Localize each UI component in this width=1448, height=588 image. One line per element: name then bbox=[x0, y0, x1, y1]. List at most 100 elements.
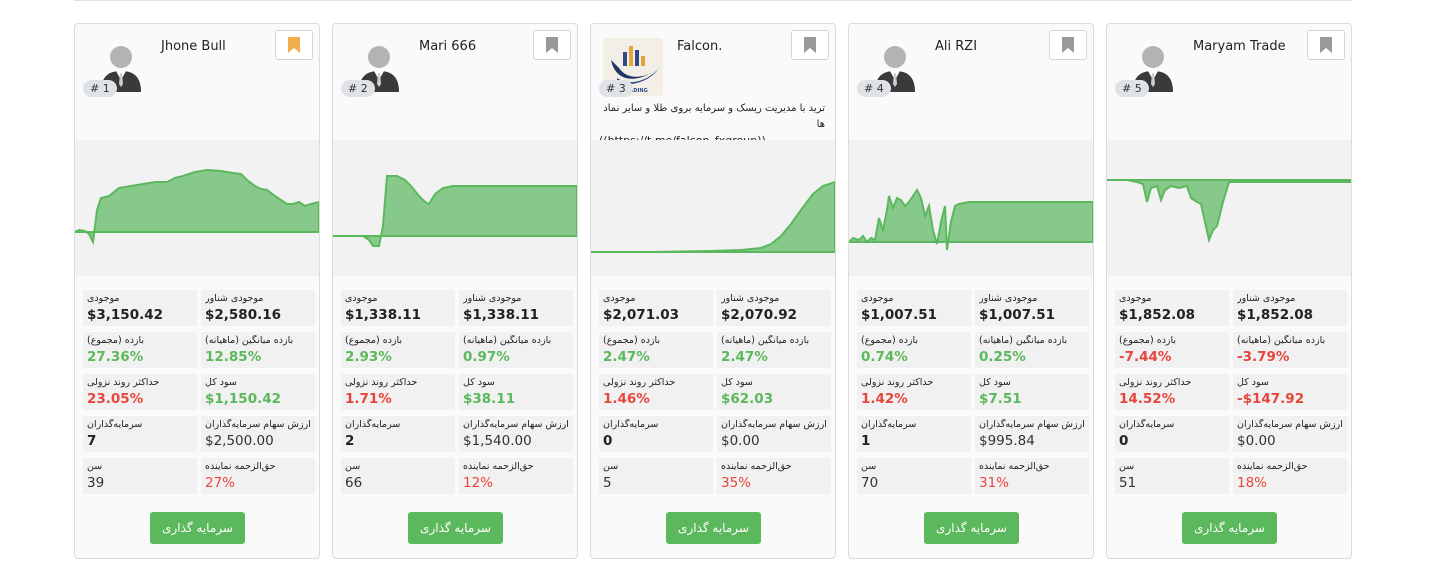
stat-max-drawdown: حداکثر روند نزولی 14.52% bbox=[1115, 374, 1229, 410]
person-avatar-icon bbox=[1133, 46, 1173, 92]
invest-button[interactable]: سرمایه گذاری bbox=[666, 512, 761, 544]
stat-value: $38.11 bbox=[463, 391, 516, 407]
stat-label: سود کل bbox=[1237, 377, 1269, 388]
stat-value: $1,007.51 bbox=[979, 307, 1056, 323]
stat-investors: سرمایه‌گذاران 0 bbox=[1115, 416, 1229, 452]
stat-value: 27.36% bbox=[87, 349, 144, 365]
stat-equity: موجودی شناور $1,338.11 bbox=[459, 290, 573, 326]
trader-card: # 1 Jhone Bull موجودی $3,150.42 موجودی شن… bbox=[74, 23, 320, 559]
stat-value: 23.05% bbox=[87, 391, 144, 407]
stat-value: $2,071.03 bbox=[603, 307, 680, 323]
stat-value: 27% bbox=[205, 475, 236, 491]
stat-investors: سرمایه‌گذاران 2 bbox=[341, 416, 455, 452]
stat-value: 2.47% bbox=[603, 349, 650, 365]
stat-fee: حق‌الزحمه نماینده 27% bbox=[201, 458, 315, 494]
trader-name[interactable]: Falcon. bbox=[677, 39, 723, 54]
stat-investor-shares: ارزش سهام سرمایه‌گذاران $995.84 bbox=[975, 416, 1089, 452]
rank-badge: # 1 bbox=[83, 80, 117, 97]
stat-label: بازده (مجموع) bbox=[861, 335, 919, 346]
stat-return-monthly: بازده میانگین (ماهیانه) -3.79% bbox=[1233, 332, 1347, 368]
invest-button[interactable]: سرمایه گذاری bbox=[924, 512, 1019, 544]
stat-total-profit: سود کل $7.51 bbox=[975, 374, 1089, 410]
stat-label: بازده (مجموع) bbox=[87, 335, 145, 346]
equity-chart bbox=[75, 140, 319, 276]
stat-value: 39 bbox=[87, 475, 105, 491]
stat-label: سود کل bbox=[721, 377, 753, 388]
stat-label: حداکثر روند نزولی bbox=[861, 377, 934, 388]
invest-button[interactable]: سرمایه گذاری bbox=[1182, 512, 1277, 544]
stat-value: 7 bbox=[87, 433, 97, 449]
stat-value: 1.71% bbox=[345, 391, 392, 407]
stat-label: موجودی شناور bbox=[205, 293, 264, 304]
bookmark-button[interactable] bbox=[533, 30, 571, 60]
stat-label: سرمایه‌گذاران bbox=[1119, 419, 1175, 430]
stat-value: -$147.92 bbox=[1237, 391, 1305, 407]
stat-value: 35% bbox=[721, 475, 752, 491]
invest-button[interactable]: سرمایه گذاری bbox=[408, 512, 503, 544]
stat-label: سود کل bbox=[463, 377, 495, 388]
stat-value: 70 bbox=[861, 475, 879, 491]
stat-label: موجودی شناور bbox=[463, 293, 522, 304]
trader-card: TRADING # 3 Falcon. ترید با مدیریت ریسک … bbox=[590, 23, 836, 559]
stat-fee: حق‌الزحمه نماینده 18% bbox=[1233, 458, 1347, 494]
stat-label: موجودی شناور bbox=[721, 293, 780, 304]
stat-value: 5 bbox=[603, 475, 612, 491]
trader-name[interactable]: Jhone Bull bbox=[161, 39, 226, 54]
stat-investor-shares: ارزش سهام سرمایه‌گذاران $2,500.00 bbox=[201, 416, 315, 452]
stat-investor-shares: ارزش سهام سرمایه‌گذاران $0.00 bbox=[717, 416, 831, 452]
stat-return-total: بازده (مجموع) -7.44% bbox=[1115, 332, 1229, 368]
stat-balance: موجودی $1,007.51 bbox=[857, 290, 971, 326]
stat-balance: موجودی $3,150.42 bbox=[83, 290, 197, 326]
bookmark-icon bbox=[1062, 37, 1074, 53]
stat-balance: موجودی $2,071.03 bbox=[599, 290, 713, 326]
stat-value: $1,852.08 bbox=[1119, 307, 1196, 323]
equity-area bbox=[591, 180, 835, 253]
bookmark-button[interactable] bbox=[1307, 30, 1345, 60]
stat-value: $62.03 bbox=[721, 391, 774, 407]
stat-label: سن bbox=[87, 461, 103, 472]
stat-value: $3,150.42 bbox=[87, 307, 164, 323]
trader-name[interactable]: Maryam Trade bbox=[1193, 39, 1286, 54]
stat-age: سن 39 bbox=[83, 458, 197, 494]
rank-badge: # 2 bbox=[341, 80, 375, 97]
stat-value: $1,540.00 bbox=[463, 433, 532, 449]
trader-name[interactable]: Ali RZI bbox=[935, 39, 978, 54]
stat-value: $1,338.11 bbox=[345, 307, 422, 323]
equity-chart bbox=[591, 140, 835, 276]
stat-value: $995.84 bbox=[979, 433, 1035, 449]
stat-return-total: بازده (مجموع) 2.93% bbox=[341, 332, 455, 368]
stat-fee: حق‌الزحمه نماینده 12% bbox=[459, 458, 573, 494]
stats-grid: موجودی $1,338.11 موجودی شناور $1,338.11 با… bbox=[341, 290, 573, 494]
bookmark-button[interactable] bbox=[275, 30, 313, 60]
stat-total-profit: سود کل $1,150.42 bbox=[201, 374, 315, 410]
bookmark-button[interactable] bbox=[1049, 30, 1087, 60]
stat-equity: موجودی شناور $2,070.92 bbox=[717, 290, 831, 326]
stat-value: 0 bbox=[1119, 433, 1129, 449]
stat-return-monthly: بازده میانگین (ماهیانه) 0.25% bbox=[975, 332, 1089, 368]
trader-name[interactable]: Mari 666 bbox=[419, 39, 477, 54]
invest-button[interactable]: سرمایه گذاری bbox=[150, 512, 245, 544]
stat-label: سرمایه‌گذاران bbox=[861, 419, 917, 430]
stat-value: 14.52% bbox=[1119, 391, 1176, 407]
rank-badge: # 4 bbox=[857, 80, 891, 97]
stat-value: 66 bbox=[345, 475, 363, 491]
stat-age: سن 66 bbox=[341, 458, 455, 494]
stat-investors: سرمایه‌گذاران 1 bbox=[857, 416, 971, 452]
top-divider bbox=[74, 0, 1352, 1]
stat-label: ارزش سهام سرمایه‌گذاران bbox=[721, 419, 827, 430]
equity-chart bbox=[333, 140, 577, 276]
stat-investor-shares: ارزش سهام سرمایه‌گذاران $0.00 bbox=[1233, 416, 1347, 452]
stat-fee: حق‌الزحمه نماینده 31% bbox=[975, 458, 1089, 494]
traders-grid: # 1 Jhone Bull موجودی $3,150.42 موجودی شن… bbox=[74, 23, 1352, 559]
stat-label: سن bbox=[861, 461, 877, 472]
trader-card: # 5 Maryam Trade موجودی $1,852.08 موجودی … bbox=[1106, 23, 1352, 559]
stat-max-drawdown: حداکثر روند نزولی 23.05% bbox=[83, 374, 197, 410]
bookmark-button[interactable] bbox=[791, 30, 829, 60]
stat-value: $2,500.00 bbox=[205, 433, 274, 449]
stat-value: 0 bbox=[603, 433, 613, 449]
stat-label: بازده میانگین (ماهیانه) bbox=[463, 335, 552, 346]
stat-label: موجودی bbox=[861, 293, 894, 304]
stat-balance: موجودی $1,852.08 bbox=[1115, 290, 1229, 326]
equity-area bbox=[75, 168, 319, 246]
stat-value: 51 bbox=[1119, 475, 1137, 491]
